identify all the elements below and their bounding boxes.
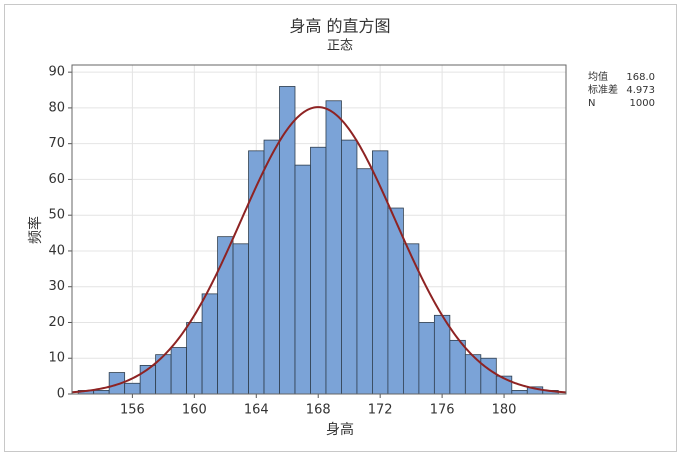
stat-value: 168.0	[626, 72, 655, 83]
bar	[279, 86, 296, 395]
x-tick-label: 164	[244, 403, 269, 418]
x-axis-label: 身高	[326, 421, 354, 438]
x-tick-label: 180	[492, 403, 517, 418]
y-tick-label: 60	[48, 172, 65, 187]
y-tick-label: 10	[48, 351, 65, 366]
chart-subtitle: 正态	[327, 39, 353, 54]
bar	[263, 139, 280, 395]
y-tick-label: 80	[48, 100, 65, 115]
stat-name: N	[588, 98, 595, 109]
bar	[170, 347, 187, 395]
bar	[93, 390, 110, 395]
bar	[186, 322, 203, 395]
bar	[341, 139, 358, 395]
bar	[310, 146, 327, 395]
y-tick-label: 90	[48, 65, 65, 80]
y-tick-label: 70	[48, 136, 65, 151]
bar	[418, 322, 435, 395]
stat-name: 标准差	[588, 83, 618, 96]
bar	[217, 236, 234, 395]
y-tick-label: 50	[48, 208, 65, 223]
y-tick-label: 30	[48, 279, 65, 294]
fit-curve	[72, 106, 566, 394]
chart-title: 身高 的直方图	[289, 17, 390, 36]
stat-name: 均值	[588, 70, 608, 83]
bar	[356, 168, 373, 395]
bar	[201, 293, 218, 395]
stat-value: 1000	[630, 98, 655, 109]
y-tick-label: 0	[57, 387, 65, 402]
stat-value: 4.973	[626, 85, 655, 96]
x-tick-label: 156	[120, 403, 145, 418]
bar	[511, 390, 528, 395]
y-axis-label: 频率	[27, 216, 44, 244]
x-tick-label: 160	[182, 403, 207, 418]
x-tick-label: 168	[306, 403, 331, 418]
bar	[124, 382, 141, 395]
bar	[449, 339, 466, 395]
bar	[433, 314, 451, 395]
x-tick-label: 172	[368, 403, 393, 418]
bar	[325, 100, 342, 395]
bar	[480, 357, 497, 395]
plot-border	[71, 64, 567, 395]
bar	[232, 243, 249, 395]
y-tick-label: 20	[48, 315, 65, 330]
y-tick-label: 40	[48, 243, 65, 258]
bar	[294, 164, 311, 395]
bar	[387, 207, 404, 395]
x-tick-label: 176	[430, 403, 455, 418]
